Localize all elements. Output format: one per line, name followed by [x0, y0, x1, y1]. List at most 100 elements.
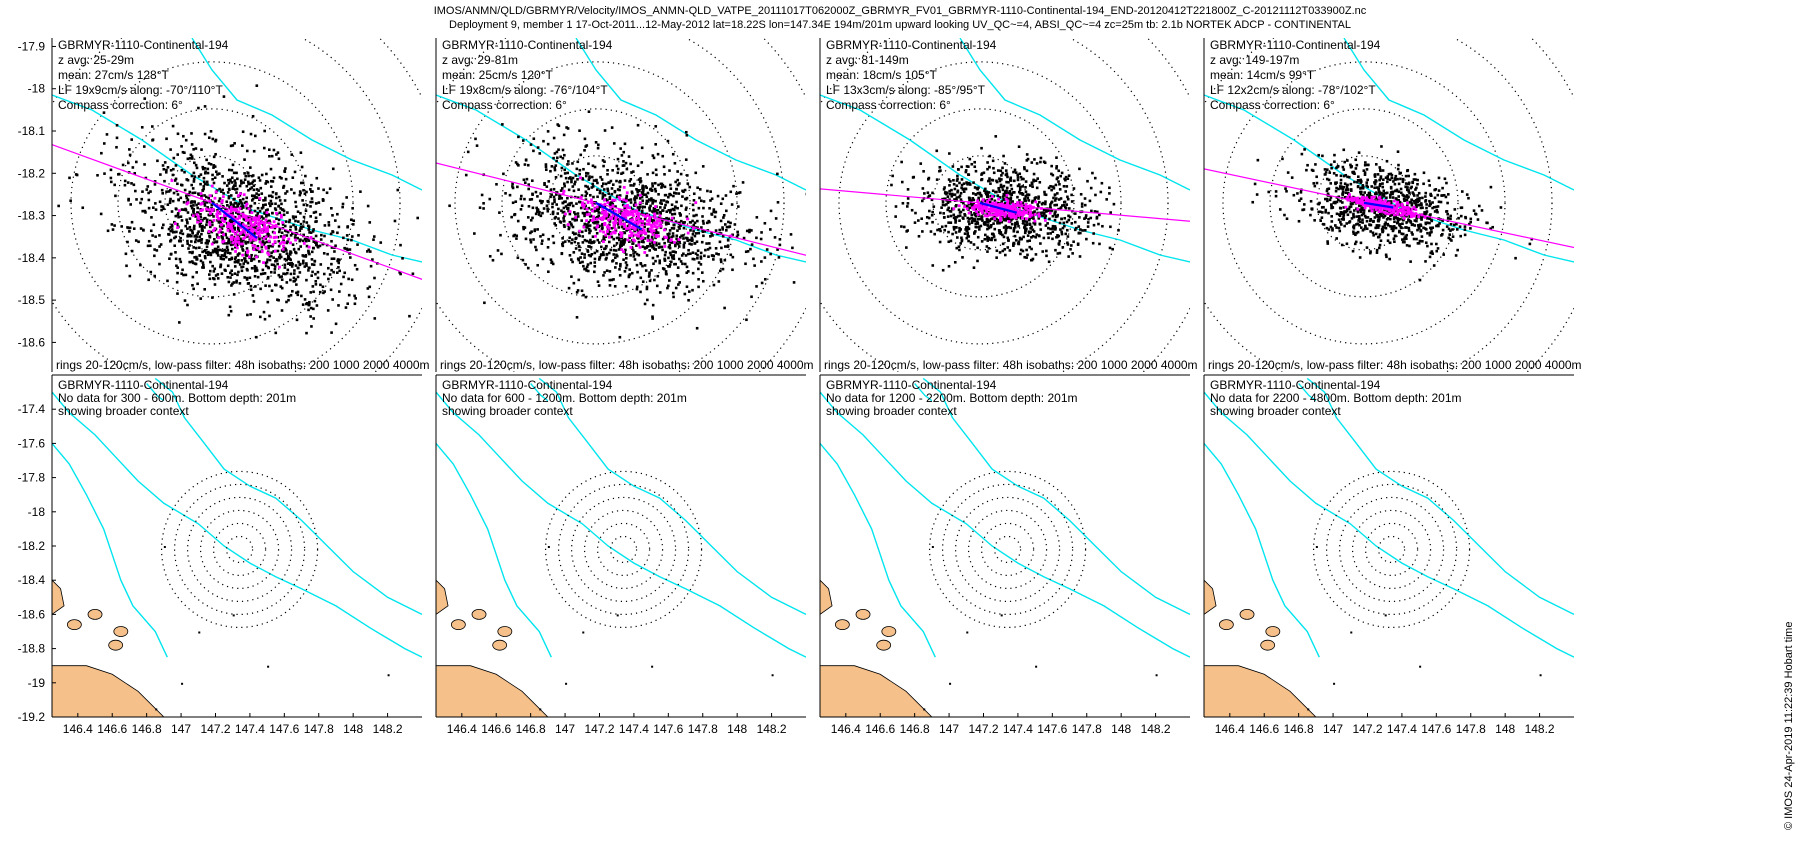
scatter-point	[645, 186, 649, 190]
scatter-point	[614, 229, 618, 232]
scatter-point	[349, 218, 353, 222]
lowpass-point	[579, 195, 583, 199]
scatter-point	[687, 248, 690, 252]
scatter-point	[516, 219, 520, 223]
scatter-point	[1053, 193, 1057, 197]
scatter-point	[617, 233, 621, 236]
scatter-point	[115, 136, 119, 140]
scatter-point	[653, 278, 656, 282]
scatter-point	[255, 268, 259, 272]
scatter-point	[569, 176, 572, 179]
scatter-point	[207, 196, 210, 200]
scatter-point	[192, 246, 196, 249]
scatter-point	[964, 187, 968, 191]
lowpass-point	[231, 215, 235, 219]
scatter-point	[248, 187, 252, 191]
scatter-point	[604, 198, 608, 201]
scatter-point	[718, 269, 722, 273]
scatter-point	[566, 127, 570, 130]
scatter-point	[682, 252, 685, 256]
scatter-point	[590, 241, 593, 245]
scatter-point	[225, 200, 229, 204]
scatter-point	[1066, 243, 1070, 246]
scatter-point	[273, 271, 276, 274]
scatter-point	[240, 265, 243, 269]
scatter-point	[946, 195, 950, 199]
scatter-point	[1003, 247, 1007, 251]
scatter-point	[285, 234, 289, 237]
lowpass-point	[278, 242, 282, 246]
lowpass-point	[995, 210, 999, 214]
scatter-point	[288, 220, 291, 224]
scatter-point	[69, 199, 72, 203]
scatter-point	[553, 222, 556, 225]
scatter-point	[641, 199, 645, 203]
scatter-point	[167, 233, 171, 236]
scatter-point	[956, 189, 960, 193]
scatter-point	[211, 296, 214, 299]
scatter-point	[330, 257, 334, 261]
scatter-point	[203, 226, 206, 229]
scatter-point	[697, 206, 701, 210]
panel-info-line-2: z avg: 29-81m	[442, 53, 518, 67]
lowpass-point	[637, 234, 641, 238]
scatter-point	[254, 196, 258, 199]
scatter-point	[254, 134, 257, 138]
scatter-point	[203, 171, 207, 175]
scatter-point	[741, 181, 745, 184]
scatter-point	[1354, 158, 1358, 162]
scatter-point	[231, 223, 235, 227]
scatter-point	[238, 184, 242, 188]
scatter-point	[161, 205, 165, 208]
scatter-point	[213, 176, 217, 180]
scatter-point	[947, 178, 951, 181]
scatter-point	[974, 193, 978, 196]
scatter-point	[941, 200, 945, 204]
scatter-point	[726, 238, 730, 242]
scatter-point	[208, 269, 212, 273]
scatter-point	[1062, 221, 1066, 225]
lowpass-point	[1014, 208, 1018, 211]
scatter-point	[1345, 209, 1349, 213]
scatter-point	[691, 288, 694, 292]
scatter-point	[536, 195, 539, 198]
scatter-point	[546, 207, 549, 211]
lowpass-point	[686, 217, 689, 221]
scatter-point	[165, 190, 168, 194]
scatter-point	[285, 300, 288, 304]
lowpass-point	[221, 219, 225, 223]
scatter-point	[561, 241, 565, 244]
lowpass-point	[595, 217, 599, 221]
scatter-point	[81, 206, 85, 210]
scatter-point	[170, 228, 174, 232]
scatter-point	[232, 203, 235, 207]
scatter-point	[635, 287, 639, 291]
scatter-point	[584, 190, 588, 194]
scatter-point	[482, 202, 485, 205]
scatter-point	[606, 187, 609, 191]
scatter-point	[1051, 227, 1054, 230]
scatter-point	[982, 171, 986, 175]
scatter-point	[952, 225, 956, 229]
scatter-point	[668, 251, 672, 255]
scatter-point	[678, 182, 681, 185]
scatter-point	[571, 162, 574, 165]
scatter-point	[200, 148, 203, 151]
scatter-point	[906, 202, 910, 205]
isobath-line	[52, 94, 422, 263]
scatter-point	[100, 151, 103, 155]
scatter-point	[969, 211, 973, 214]
scatter-point	[342, 236, 345, 240]
lowpass-point	[1015, 209, 1019, 213]
scatter-point	[701, 230, 705, 234]
scatter-point	[289, 234, 293, 237]
scatter-point	[249, 256, 253, 259]
scatter-point	[205, 239, 209, 242]
scatter-point	[278, 256, 282, 260]
scatter-point	[144, 211, 147, 214]
scatter-point	[478, 206, 482, 209]
scatter-point	[976, 259, 979, 263]
scatter-point	[688, 290, 691, 293]
scatter-point	[671, 241, 675, 244]
scatter-point	[675, 200, 678, 204]
